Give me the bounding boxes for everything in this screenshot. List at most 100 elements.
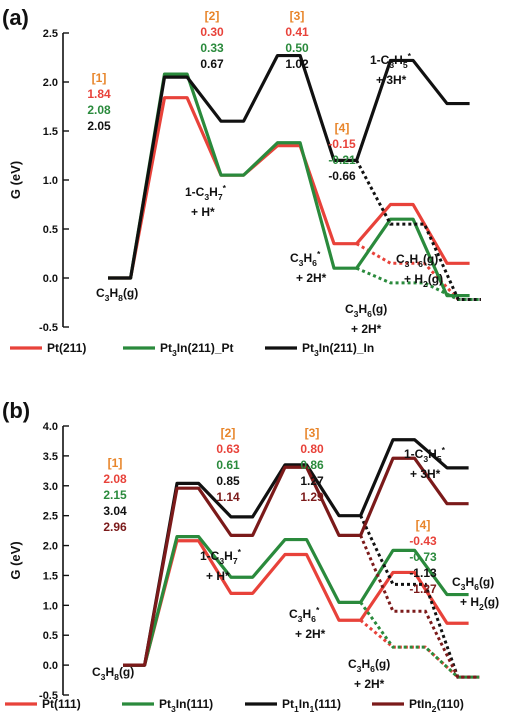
species-label-line2: + 2H* [351, 322, 382, 336]
chart-panel-a: -0.5 0.0 0.5 1.0 1.5 2.0 2.5 G (eV) (a) [1] 1.84 2.… [2, 5, 481, 358]
barrier-step-label: [3] [290, 9, 305, 23]
series-dotted-pt-111- [359, 619, 480, 679]
barrier-value-label: 0.63 [216, 442, 240, 456]
legend-entry: Pt3In(211)_Pt [160, 341, 234, 358]
barrier-value-label: 0.50 [285, 41, 309, 55]
y-axis-label: G (eV) [8, 161, 23, 199]
series-dotted-pt3in-111- [359, 601, 480, 679]
species-label-line2: + 2H* [354, 677, 385, 691]
y-tick-label: 1.5 [43, 570, 58, 582]
barrier-step-label: [1] [108, 456, 123, 470]
species-label: C3H8(g) [92, 665, 134, 682]
series-line-pt1in1-111- [123, 438, 469, 667]
species-label-line2: + 3H* [410, 467, 441, 481]
series-line-pt3in-211-pt [108, 72, 470, 298]
barrier-value-label: 0.61 [216, 458, 240, 472]
species-label: 1-C3H5* [404, 445, 446, 464]
series-line-pt-211- [108, 96, 470, 280]
y-tick-label: 2.0 [43, 541, 58, 553]
species-label: C3H6(g) [452, 575, 494, 592]
y-tick-label: 2.5 [43, 511, 58, 523]
species-label: 1-C3H7* [200, 547, 242, 566]
series-line-pt3in-111- [123, 534, 469, 667]
species-label-line2: + 2H* [295, 627, 326, 641]
barrier-value-label: 2.15 [103, 488, 127, 502]
y-tick-label: -0.5 [39, 690, 58, 702]
y-tick-label: -0.5 [39, 322, 58, 334]
barrier-step-label: [2] [205, 9, 220, 23]
barrier-value-label: -0.66 [328, 169, 356, 183]
barrier-step-label: [2] [221, 426, 236, 440]
barrier-value-label: 0.41 [285, 25, 309, 39]
legend-entry: Pt3In(111) [159, 697, 213, 714]
panel-label: (b) [2, 398, 30, 423]
y-tick-label: 0.0 [43, 660, 58, 672]
y-tick-label: 4.0 [43, 421, 58, 433]
y-tick-label: 3.0 [43, 481, 58, 493]
species-label-line2: + 2H* [296, 271, 327, 285]
barrier-value-label: -1.13 [409, 566, 437, 580]
barrier-value-label: 1.27 [300, 474, 324, 488]
species-label: C3H6(g) [396, 252, 438, 269]
barrier-value-label: 2.05 [87, 119, 111, 133]
species-label-line2: + H* [206, 569, 230, 583]
barrier-value-label: -0.15 [328, 137, 356, 151]
species-label-line2: + H* [191, 205, 215, 219]
y-tick-label: 0.0 [43, 273, 58, 285]
y-tick-label: 2.0 [43, 77, 58, 89]
species-label: 1-C3H5* [370, 51, 412, 70]
series-line-pt-111- [123, 539, 469, 667]
species-label-line2: + H2(g) [460, 595, 499, 612]
barrier-value-label: 2.08 [103, 472, 127, 486]
barrier-value-label: 0.85 [216, 474, 240, 488]
barrier-value-label: 1.29 [300, 490, 324, 504]
y-tick-label: 1.0 [43, 600, 58, 612]
legend-entry: Pt1In1(111) [282, 697, 341, 714]
barrier-value-label: 2.96 [103, 520, 127, 534]
barrier-value-label: 0.33 [200, 41, 224, 55]
panel-label: (a) [2, 5, 29, 30]
barrier-step-label: [3] [305, 426, 320, 440]
series-dotted-ptin2-110- [359, 534, 480, 679]
legend-entry: Pt(111) [42, 697, 81, 711]
barrier-value-label: 2.08 [87, 103, 111, 117]
series-dotted-pt3in-211-pt [356, 266, 481, 302]
y-tick-label: 0.5 [43, 630, 58, 642]
barrier-step-label: [4] [335, 121, 350, 135]
species-label: C3H6(g) [348, 657, 390, 674]
barrier-step-label: [1] [92, 71, 107, 85]
legend-entry: Pt3In(211)_In [302, 341, 374, 358]
y-axis-label: G (eV) [8, 541, 23, 579]
series-dotted-pt1in1-111- [359, 515, 480, 679]
species-label: C3H6(g) [345, 302, 387, 319]
barrier-value-label: 0.67 [200, 57, 224, 71]
barrier-value-label: 1.14 [216, 490, 240, 504]
species-label: 1-C3H7* [185, 183, 227, 202]
barrier-value-label: 0.86 [300, 458, 324, 472]
barrier-value-label: -0.21 [328, 153, 356, 167]
barrier-value-label: 1.02 [285, 57, 309, 71]
series-line-pt3in-211-in [108, 53, 470, 280]
series-dotted-pt-211- [355, 242, 481, 302]
species-label-line2: + 3H* [376, 73, 407, 87]
series-line-ptin2-110- [123, 456, 469, 667]
legend-entry: Pt(211) [47, 341, 86, 355]
y-tick-label: 2.5 [43, 28, 58, 40]
barrier-value-label: -1.27 [409, 582, 437, 596]
y-tick-label: 0.5 [43, 224, 58, 236]
y-tick-label: 3.5 [43, 451, 58, 463]
species-label: C3H8(g) [96, 286, 138, 303]
barrier-value-label: 0.30 [200, 25, 224, 39]
barrier-value-label: -0.73 [409, 550, 437, 564]
barrier-value-label: 3.04 [103, 504, 127, 518]
y-tick-label: 1.5 [43, 126, 58, 138]
species-label: C3H6* [289, 605, 320, 624]
series-dotted-pt3in-211-in [355, 159, 481, 302]
barrier-value-label: 1.84 [87, 87, 111, 101]
species-label: C3H6* [290, 249, 321, 268]
chart-panel-b: -0.5 0.0 0.5 1.0 1.5 2.0 2.5 3.0 3.5 4.0 G (eV) (b)… [2, 398, 499, 714]
barrier-value-label: -0.43 [409, 534, 437, 548]
y-tick-label: 1.0 [43, 175, 58, 187]
legend-entry: PtIn2(110) [409, 697, 464, 714]
